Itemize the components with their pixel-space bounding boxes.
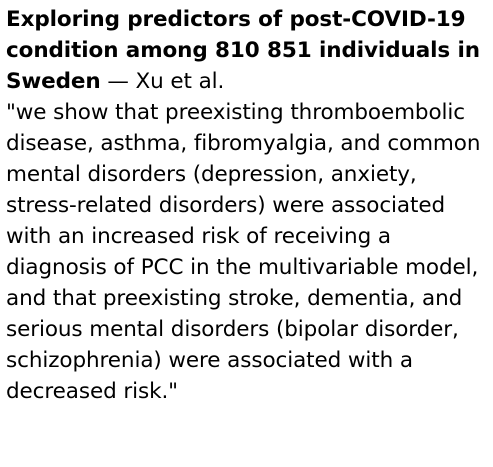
paper-authors: Xu et al. [135,69,225,94]
paper-title: Exploring predictors of post-COVID-19 co… [6,7,480,94]
citation-heading: Exploring predictors of post-COVID-19 co… [6,4,487,97]
quoted-excerpt: "we show that preexisting thromboembolic… [6,100,481,404]
citation-separator: — [100,69,136,94]
